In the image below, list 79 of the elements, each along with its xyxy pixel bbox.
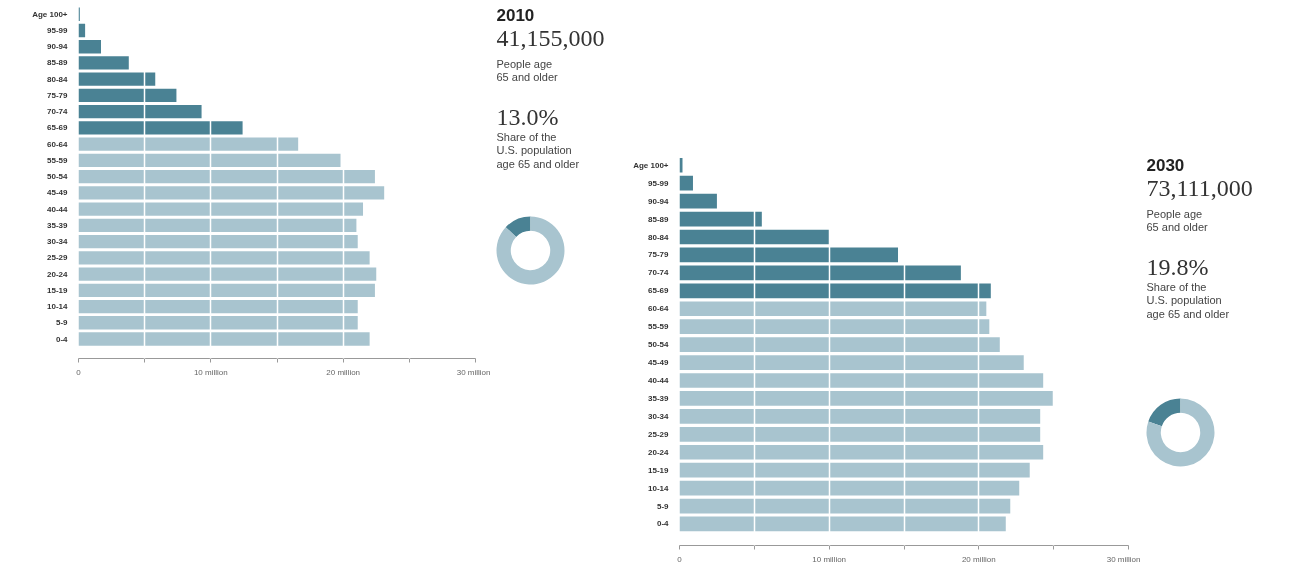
text: 73,111,000	[1146, 174, 1253, 201]
text: 13.0%	[496, 103, 559, 130]
y-tick-label: 90-94	[648, 196, 670, 206]
bar	[78, 40, 101, 54]
y-tick-label: 55-59	[47, 155, 69, 165]
y-tick-label: 70-74	[648, 268, 670, 278]
y-tick-label: 70-74	[47, 107, 69, 117]
y-tick-label: 40-44	[47, 204, 69, 214]
bar	[78, 153, 341, 168]
bar	[78, 251, 370, 265]
y-tick-label: 95-99	[47, 25, 69, 35]
bar	[78, 267, 377, 281]
y-tick-label: 30-34	[648, 411, 670, 421]
y-tick-label: 75-79	[47, 90, 69, 100]
text: 19.8%	[1146, 253, 1209, 280]
x-tick-label: 0	[76, 367, 82, 377]
bar	[78, 72, 156, 86]
x-tick-label: 30 million	[1106, 554, 1141, 564]
y-tick-label: 45-49	[648, 358, 670, 368]
bar	[78, 218, 357, 232]
y-tick-label: 10-14	[47, 302, 69, 312]
y-tick-label: 65-69	[47, 123, 69, 133]
y-tick-label: 80-84	[648, 232, 670, 242]
bar	[78, 169, 375, 184]
x-tick-label: 20 million	[326, 367, 361, 377]
bar	[78, 202, 364, 216]
x-tick-label: 10 million	[193, 367, 228, 377]
y-tick-label: 60-64	[648, 304, 670, 314]
bar	[78, 186, 385, 200]
bar	[78, 137, 299, 151]
y-tick-label: 30-34	[47, 237, 69, 247]
bar	[78, 234, 358, 249]
chart-title: 2030	[1146, 155, 1185, 175]
text: People age 65 and older	[1146, 207, 1208, 234]
y-tick-label: 85-89	[47, 58, 69, 68]
y-tick-label: Age 100+	[633, 160, 669, 170]
x-tick-label: 10 million	[812, 554, 847, 564]
bar	[78, 56, 129, 70]
bar	[78, 121, 243, 135]
y-tick-label: 0-4	[55, 334, 69, 344]
x-tick-label: 20 million	[961, 554, 996, 564]
y-tick-label: 85-89	[648, 214, 670, 224]
y-tick-label: 95-99	[648, 178, 670, 188]
y-tick-label: 80-84	[47, 74, 69, 84]
bar	[78, 299, 358, 314]
y-tick-label: 0-4	[656, 519, 670, 529]
bar	[78, 332, 370, 346]
y-tick-label: 60-64	[47, 139, 69, 149]
y-tick-label: Age 100+	[32, 9, 68, 19]
y-tick-label: 55-59	[648, 322, 670, 332]
text: People age 65 and older	[496, 57, 558, 84]
x-tick-label: 30 million	[456, 367, 491, 377]
text: 41,155,000	[496, 24, 605, 51]
text: Share of the U.S. population age 65 and older	[496, 130, 580, 171]
y-tick-label: 90-94	[47, 42, 69, 52]
y-tick-label: 15-19	[47, 285, 69, 295]
y-tick-label: 5-9	[55, 318, 69, 328]
y-tick-label: 45-49	[47, 188, 69, 198]
bar	[78, 88, 177, 103]
y-tick-label: 35-39	[648, 393, 670, 403]
y-tick-label: 50-54	[47, 172, 69, 182]
y-tick-label: 25-29	[47, 253, 69, 263]
y-tick-label: 35-39	[47, 220, 69, 230]
y-tick-label: 15-19	[648, 465, 670, 475]
bar	[78, 105, 202, 119]
bar	[78, 316, 358, 330]
y-tick-label: 20-24	[648, 447, 670, 457]
y-tick-label: 50-54	[648, 340, 670, 350]
y-tick-label: 5-9	[656, 501, 670, 511]
y-tick-label: 10-14	[648, 483, 670, 493]
y-tick-label: 65-69	[648, 286, 670, 296]
x-tick-label: 0	[677, 554, 683, 564]
text: Share of the U.S. population age 65 and older	[1146, 280, 1230, 321]
y-tick-label: 75-79	[648, 250, 670, 260]
y-tick-label: 25-29	[648, 429, 670, 439]
chart-title: 2010	[496, 5, 535, 25]
y-tick-label: 40-44	[648, 375, 670, 385]
y-tick-label: 20-24	[47, 269, 69, 279]
bar	[78, 283, 375, 297]
